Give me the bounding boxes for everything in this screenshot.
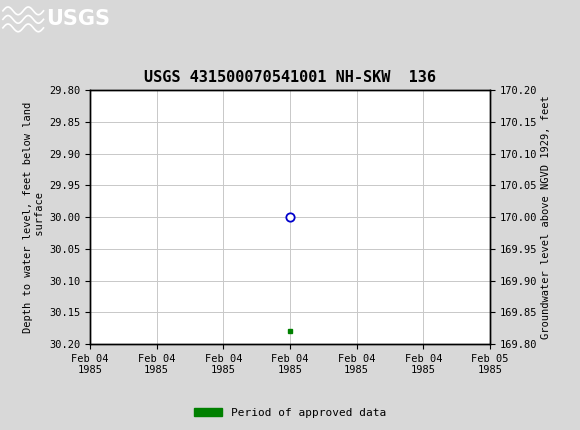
Y-axis label: Groundwater level above NGVD 1929, feet: Groundwater level above NGVD 1929, feet	[542, 95, 552, 339]
Title: USGS 431500070541001 NH-SKW  136: USGS 431500070541001 NH-SKW 136	[144, 70, 436, 85]
Text: USGS: USGS	[46, 9, 110, 29]
Y-axis label: Depth to water level, feet below land
 surface: Depth to water level, feet below land su…	[23, 101, 45, 333]
Legend: Period of approved data: Period of approved data	[190, 403, 390, 422]
